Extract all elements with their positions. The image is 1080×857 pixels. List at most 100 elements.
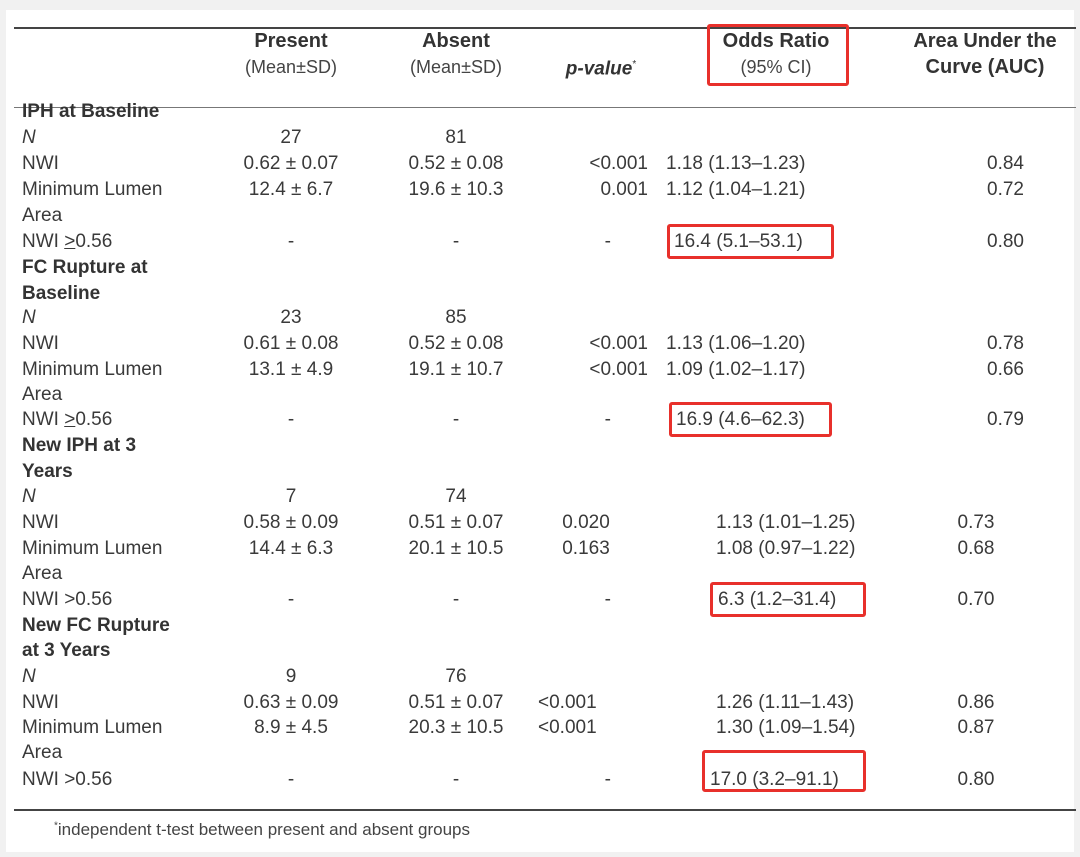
- cell-absent: -: [452, 769, 460, 790]
- cell-auc: 0.80: [987, 231, 1024, 252]
- cell-absent: 20.3 ± 10.5: [408, 717, 504, 738]
- cell-auc: 0.79: [987, 409, 1024, 430]
- row-label: NWI: [22, 512, 59, 533]
- row-label: NWI >0.56: [22, 769, 113, 790]
- cell-odds-ratio: 1.09 (1.02–1.17): [666, 359, 806, 380]
- cell-pvalue: 0.001: [600, 179, 648, 200]
- cell-odds-ratio: 1.13 (1.06–1.20): [666, 333, 806, 354]
- cell-present: 14.4 ± 6.3: [248, 538, 334, 559]
- cell-odds-ratio: 17.0 (3.2–91.1): [710, 769, 839, 790]
- row-label: N: [22, 127, 36, 148]
- cell-present: 27: [280, 127, 302, 148]
- cell-pvalue: 0.020: [562, 512, 610, 533]
- cell-present: 0.61 ± 0.08: [243, 333, 339, 354]
- cell-absent: 74: [445, 486, 467, 507]
- row-label: NWI: [22, 153, 59, 174]
- cell-auc: 0.78: [987, 333, 1024, 354]
- cell-absent: 20.1 ± 10.5: [408, 538, 504, 559]
- cell-pvalue: 0.163: [562, 538, 610, 559]
- row-label: N: [22, 666, 36, 687]
- cell-absent: 85: [445, 307, 467, 328]
- cell-absent: -: [452, 589, 460, 610]
- cell-pvalue: -: [604, 589, 611, 610]
- table-top-rule: [14, 27, 1076, 29]
- row-label-cont: Area: [22, 384, 63, 405]
- or-highlight-new-iph: [710, 582, 866, 617]
- cell-auc: 0.80: [957, 769, 995, 790]
- row-label: N: [22, 486, 36, 507]
- table-bottom-rule: [14, 809, 1076, 811]
- odds-ratio-header-highlight: [707, 24, 849, 86]
- cell-odds-ratio: 1.13 (1.01–1.25): [716, 512, 856, 533]
- section-title: FC Rupture at: [22, 257, 148, 278]
- cell-auc: 0.72: [987, 179, 1024, 200]
- header-rule: [14, 107, 1076, 108]
- row-label-cont: Area: [22, 205, 63, 226]
- cell-present: 8.9 ± 4.5: [254, 717, 328, 738]
- row-label-cont: Area: [22, 742, 63, 763]
- cell-auc: 0.86: [957, 692, 995, 713]
- cell-absent: 19.6 ± 10.3: [408, 179, 504, 200]
- cell-present: 0.62 ± 0.07: [243, 153, 339, 174]
- section-title-cont: Baseline: [22, 283, 101, 304]
- cell-absent: 76: [445, 666, 467, 687]
- cell-odds-ratio: 1.30 (1.09–1.54): [716, 717, 856, 738]
- cell-absent: -: [452, 409, 460, 430]
- header-odds-ratio: Odds Ratio (95% CI): [722, 30, 830, 77]
- cell-pvalue: <0.001: [538, 717, 597, 738]
- header-pvalue: p-value*: [565, 58, 637, 80]
- cell-pvalue: <0.001: [538, 692, 597, 713]
- cell-absent: 0.51 ± 0.07: [408, 512, 504, 533]
- cell-odds-ratio: 6.3 (1.2–31.4): [718, 589, 837, 610]
- cell-present: 0.58 ± 0.09: [243, 512, 339, 533]
- or-highlight-new-fc: [702, 750, 866, 792]
- cell-present: 13.1 ± 4.9: [248, 359, 334, 380]
- section-title: New FC Rupture: [22, 615, 170, 636]
- cell-absent: 0.51 ± 0.07: [408, 692, 504, 713]
- cell-auc: 0.66: [987, 359, 1024, 380]
- section-title-cont: Years: [22, 461, 73, 482]
- cell-odds-ratio: 16.9 (4.6–62.3): [676, 409, 805, 430]
- row-label: Minimum Lumen: [22, 538, 163, 559]
- cell-absent: 0.52 ± 0.08: [408, 153, 504, 174]
- cell-present: -: [287, 231, 295, 252]
- cell-pvalue: <0.001: [589, 153, 648, 174]
- row-label-cont: Area: [22, 563, 63, 584]
- table-footnote: *independent t-test between present and …: [54, 820, 470, 839]
- header-auc: Area Under the Curve (AUC): [913, 30, 1057, 78]
- cell-odds-ratio: 1.18 (1.13–1.23): [666, 153, 806, 174]
- cell-odds-ratio: 1.08 (0.97–1.22): [716, 538, 856, 559]
- row-label: N: [22, 307, 36, 328]
- section-title: New IPH at 3: [22, 435, 137, 456]
- row-label: Minimum Lumen: [22, 179, 163, 200]
- cell-present: -: [287, 589, 295, 610]
- header-present: Present (Mean±SD): [245, 30, 337, 77]
- row-label: Minimum Lumen: [22, 717, 163, 738]
- cell-pvalue: -: [604, 231, 611, 252]
- cell-present: 0.63 ± 0.09: [243, 692, 339, 713]
- cell-auc: 0.70: [957, 589, 995, 610]
- cell-odds-ratio: 1.26 (1.11–1.43): [716, 692, 855, 713]
- cell-present: 9: [285, 666, 297, 687]
- cell-absent: 81: [445, 127, 467, 148]
- cell-auc: 0.84: [987, 153, 1024, 174]
- row-label: NWI >0.56: [22, 231, 113, 252]
- cell-auc: 0.73: [957, 512, 995, 533]
- cell-pvalue: <0.001: [589, 333, 648, 354]
- cell-absent: 0.52 ± 0.08: [408, 333, 504, 354]
- cell-pvalue: -: [604, 769, 611, 790]
- cell-present: -: [287, 769, 295, 790]
- cell-pvalue: -: [604, 409, 611, 430]
- table-card: Present (Mean±SD) Absent (Mean±SD) p-val…: [6, 10, 1076, 852]
- cell-present: 12.4 ± 6.7: [248, 179, 334, 200]
- row-label: NWI: [22, 333, 59, 354]
- cell-pvalue: <0.001: [589, 359, 648, 380]
- or-highlight-fc-baseline: [669, 402, 832, 437]
- row-label: NWI >0.56: [22, 409, 113, 430]
- cell-present: -: [287, 409, 295, 430]
- cell-odds-ratio: 16.4 (5.1–53.1): [674, 231, 803, 252]
- row-label: NWI: [22, 692, 59, 713]
- or-highlight-iph-baseline: [667, 224, 834, 259]
- section-title: IPH at Baseline: [22, 101, 160, 122]
